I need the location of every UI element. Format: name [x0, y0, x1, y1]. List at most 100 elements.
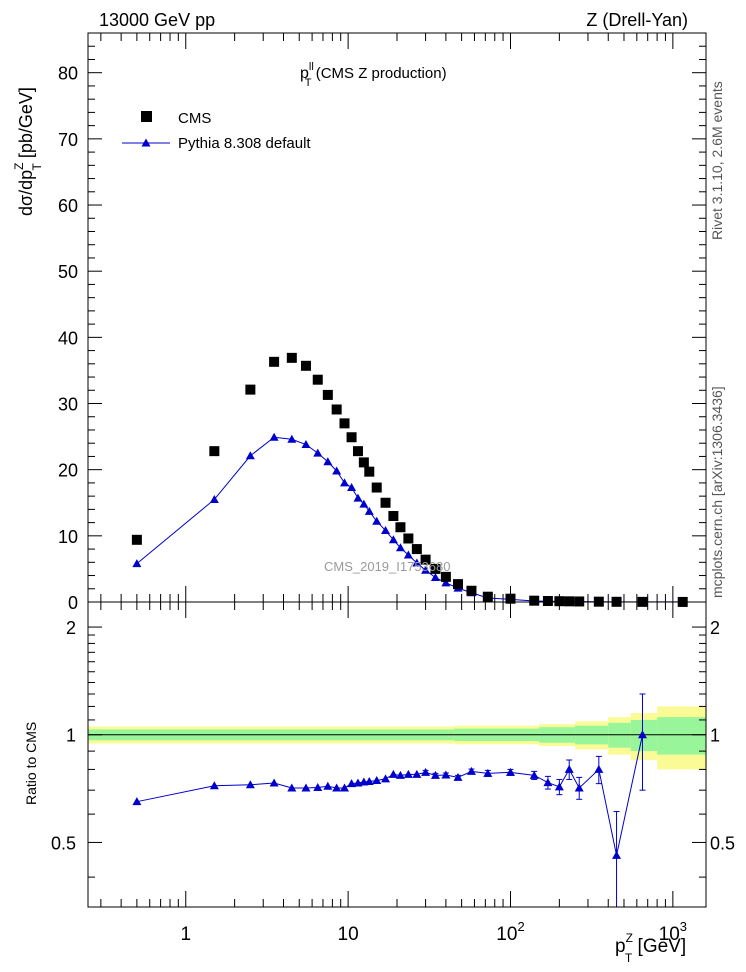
cms-point: [420, 554, 431, 565]
analysis-watermark: CMS_2019_I1753680: [324, 559, 451, 574]
x-axis-label: pZ T [GeV]: [615, 931, 686, 965]
y-tick-label: 0: [68, 593, 78, 613]
y-tick-label: 20: [58, 461, 78, 481]
ratio-curve: [136, 734, 643, 856]
ratio-y-axis-label: Ratio to CMS: [23, 722, 39, 805]
cms-point: [542, 596, 553, 607]
cms-point: [358, 457, 369, 468]
pythia-point: [421, 565, 431, 574]
ratio-point: [209, 781, 219, 790]
ratio-point: [505, 767, 515, 776]
main-y-ticks: 0 10 20 30 40 50 60 70 80: [58, 45, 706, 613]
cms-point: [411, 544, 422, 555]
cms-point: [388, 510, 399, 521]
cms-point: [331, 404, 342, 415]
ratio-point: [332, 783, 342, 792]
pythia-point: [209, 494, 219, 503]
pythia-curve: [136, 436, 683, 603]
rivet-label: Rivet 3.1.10, 2.6M events: [709, 81, 725, 240]
pythia-point: [364, 506, 374, 515]
pythia-point: [372, 516, 382, 525]
x-tick-label-base: 10: [338, 924, 359, 945]
pythia-point: [388, 535, 398, 544]
y-tick-label: 30: [58, 395, 78, 415]
pythia-point: [332, 466, 342, 475]
ratio-y-tick-label: 2: [66, 618, 76, 638]
cms-point: [269, 356, 280, 367]
pythia-point: [347, 483, 357, 492]
y-tick-label: 80: [58, 64, 78, 84]
ratio-x-ticks: 1 10 102 103: [100, 602, 687, 945]
ratio-point: [529, 770, 539, 779]
y-tick-label: 10: [58, 527, 78, 547]
legend-cms-marker: [141, 111, 152, 122]
main-y-axis-label: dσ/dpZ T [pb/GeV]: [12, 87, 44, 216]
y-tick-label: 40: [58, 328, 78, 348]
ratio-y-tick-label: 1: [66, 726, 76, 746]
y-tick-label: 70: [58, 130, 78, 150]
cms-point: [380, 497, 391, 508]
ratio-pythia-series: [132, 693, 647, 907]
legend: CMS Pythia 8.308 default: [122, 110, 311, 152]
ratio-point: [453, 772, 463, 781]
cms-point: [300, 360, 311, 371]
ratio-point: [132, 797, 142, 806]
x-tick-label-exp: 3: [680, 919, 687, 934]
ratio-point: [301, 783, 311, 792]
ratio-point: [347, 779, 357, 788]
pythia-point: [381, 526, 391, 535]
ratio-point: [287, 783, 297, 792]
x-label-main: p: [615, 936, 626, 957]
x-label-sup: Z: [626, 931, 633, 945]
plot-title-sup: ll: [309, 61, 314, 73]
cms-point: [554, 596, 565, 607]
cms-point: [564, 596, 575, 607]
x-tick-label: 103: [659, 919, 687, 945]
pythia-point: [359, 499, 369, 508]
legend-pythia-marker: [141, 138, 151, 147]
pythia-point: [340, 478, 350, 487]
ratio-point: [421, 767, 431, 776]
pythia-point: [132, 559, 142, 568]
legend-cms-label: CMS: [178, 110, 211, 127]
cms-point: [322, 389, 333, 400]
ratio-y-ticks: 0.5 0.5 1 1 2 2: [51, 618, 735, 878]
x-label-sub: T: [625, 951, 633, 965]
ratio-point: [381, 774, 391, 783]
ratio-point: [441, 770, 451, 779]
y-tick-label: 50: [58, 262, 78, 282]
ratio-point: [388, 769, 398, 778]
cms-point: [440, 571, 451, 582]
ratio-point: [313, 783, 323, 792]
x-tick-label: 10: [338, 924, 359, 945]
ratio-point: [395, 770, 405, 779]
ratio-point: [364, 777, 374, 786]
ratio-point: [574, 783, 584, 792]
ratio-y-tick-label-right: 1: [710, 726, 720, 746]
ratio-point: [543, 778, 553, 787]
main-panel: 0 10 20 30 40 50 60 70 80 pll T (CMS Z production…: [12, 32, 707, 613]
cms-point: [209, 446, 220, 457]
ratio-point: [269, 778, 279, 787]
energy-label: 13000 GeV pp: [99, 10, 215, 30]
pythia-point: [301, 440, 311, 449]
pythia-point: [395, 543, 405, 552]
cms-point: [529, 595, 540, 606]
x-label-rest: [GeV]: [632, 936, 686, 957]
ratio-panel: 0.5 0.51 12 2 1 10 102 103 Ratio to CMS pZ T [G…: [23, 601, 735, 965]
main-y-label-sub: T: [30, 163, 44, 171]
cms-point: [482, 591, 493, 602]
pythia-point: [353, 493, 363, 502]
pythia-series: [132, 432, 688, 606]
ratio-point: [430, 770, 440, 779]
cms-point: [403, 533, 414, 544]
band-inner: [657, 717, 706, 755]
cms-point: [505, 593, 516, 604]
ratio-point: [554, 782, 564, 791]
x-tick-label-exp: 2: [517, 919, 524, 934]
main-y-label-sup: Z: [12, 163, 26, 170]
ratio-point: [564, 764, 574, 773]
main-y-label-main: dσ/dp: [16, 170, 36, 216]
pythia-point: [412, 558, 422, 567]
